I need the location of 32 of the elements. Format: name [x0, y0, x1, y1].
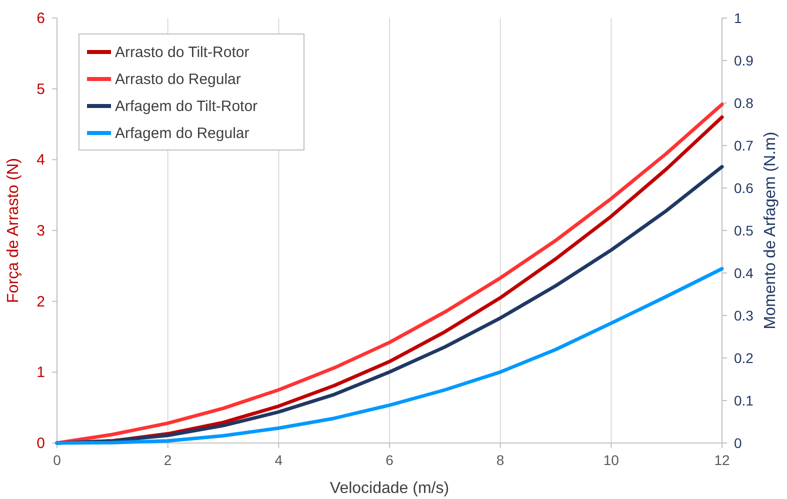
- y2-tick-label: 0: [734, 435, 742, 451]
- x-tick-label: 8: [496, 452, 504, 468]
- y-tick-label: 4: [36, 152, 45, 169]
- y2-tick-label: 0.5: [734, 222, 754, 238]
- y2-tick-label: 0.2: [734, 350, 754, 366]
- y2-tick-label: 0.3: [734, 308, 754, 324]
- x-tick-label: 10: [603, 452, 620, 468]
- y-tick-label: 6: [36, 10, 45, 27]
- x-tick-label: 4: [274, 452, 283, 468]
- legend-label: Arfagem do Tilt-Rotor: [115, 98, 258, 115]
- x-tick-label: 0: [53, 452, 62, 468]
- y2-tick-label: 0.1: [734, 392, 754, 408]
- y-tick-label: 0: [36, 435, 45, 452]
- y-tick-label: 5: [36, 80, 45, 98]
- legend-label: Arrasto do Tilt-Rotor: [115, 44, 250, 61]
- y2-tick-label: 0.9: [734, 52, 754, 68]
- legend-label: Arrasto do Regular: [115, 71, 241, 88]
- y2-axis-title: Momento de Arfagem (N.m): [762, 132, 779, 330]
- y2-tick-label: 0.8: [734, 95, 754, 111]
- y2-tick-label: 0.7: [734, 138, 754, 154]
- y-tick-label: 3: [36, 222, 45, 240]
- y-tick-label: 2: [36, 293, 45, 310]
- y2-tick-label: 0.6: [734, 180, 754, 196]
- legend-label: Arfagem do Regular: [115, 125, 250, 142]
- x-tick-label: 6: [386, 452, 394, 468]
- x-axis-title: Velocidade (m/s): [330, 480, 450, 497]
- x-tick-label: 12: [714, 452, 730, 468]
- x-tick-label: 2: [164, 452, 172, 468]
- y2-tick-label: 0.4: [734, 265, 754, 281]
- y-tick-label: 1: [36, 364, 45, 382]
- y-axis-title: Força de Arrasto (N): [5, 158, 22, 303]
- y2-tick-label: 1: [734, 10, 742, 26]
